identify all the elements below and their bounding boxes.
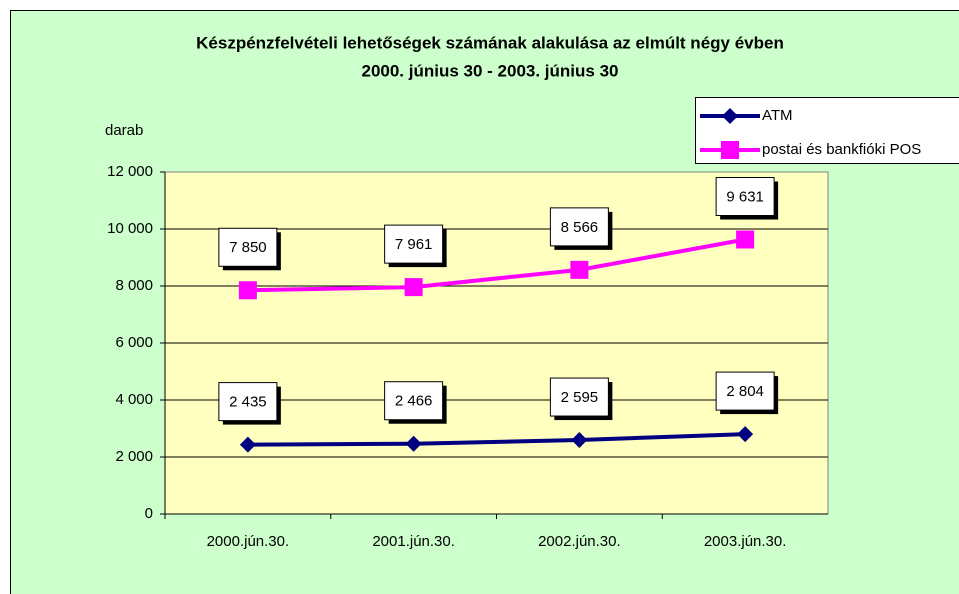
legend-marker: [721, 141, 739, 159]
y-tick-label: 10 000: [107, 220, 153, 237]
data-label: 7 961: [395, 236, 433, 253]
point-marker: [571, 432, 588, 449]
data-label: 9 631: [726, 188, 764, 205]
label-box: [715, 371, 775, 411]
x-tick-label: 2000.jún.30.: [207, 533, 290, 550]
label-box: [384, 224, 444, 264]
y-tick-label: 6 000: [115, 334, 153, 351]
label-box: [218, 227, 278, 267]
point-marker: [404, 278, 423, 297]
y-tick-label: 0: [145, 505, 153, 522]
data-label: 2 804: [726, 383, 764, 400]
label-box: [218, 382, 278, 422]
x-tick-label: 2003.jún.30.: [704, 533, 787, 550]
point-marker: [239, 436, 256, 453]
label-box: [384, 381, 444, 421]
data-label: 2 435: [229, 394, 267, 411]
data-label: 7 850: [229, 239, 267, 256]
legend-label: postai és bankfióki POS: [762, 141, 921, 158]
chart-subtitle: 2000. június 30 - 2003. június 30: [361, 61, 618, 80]
y-tick-label: 8 000: [115, 277, 153, 294]
data-label: 2 466: [395, 393, 433, 410]
legend-marker: [722, 108, 738, 124]
legend-box: [695, 97, 959, 164]
y-axis-label: darab: [105, 122, 143, 139]
point-marker: [736, 230, 755, 249]
data-label: 8 566: [561, 219, 599, 236]
x-tick-label: 2001.jún.30.: [372, 533, 455, 550]
y-tick-label: 4 000: [115, 391, 153, 408]
label-box: [549, 207, 609, 247]
series-line: [247, 432, 746, 447]
label-box: [715, 177, 775, 217]
series-line: [247, 237, 746, 293]
label-box: [549, 377, 609, 417]
point-marker: [238, 281, 257, 300]
y-tick-label: 2 000: [115, 448, 153, 465]
y-tick-label: 12 000: [107, 163, 153, 180]
x-tick-label: 2002.jún.30.: [538, 533, 621, 550]
chart-title: Készpénzfelvételi lehetőségek számának a…: [196, 33, 784, 52]
legend-label: ATM: [762, 107, 793, 124]
point-marker: [737, 426, 754, 443]
point-marker: [570, 260, 589, 279]
point-marker: [405, 435, 422, 452]
data-label: 2 595: [561, 389, 599, 406]
